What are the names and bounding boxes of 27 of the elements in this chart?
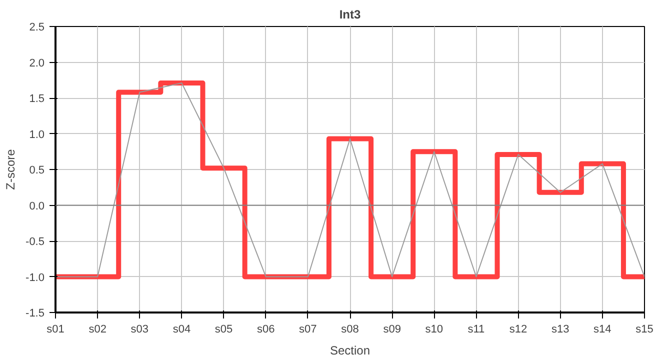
y-tick-label: 2.0 <box>29 57 45 70</box>
x-tick-label: s10 <box>425 324 444 336</box>
x-axis-title: Section <box>330 344 370 358</box>
y-tick-label: -0.5 <box>26 236 45 248</box>
x-tick-label: s04 <box>172 324 191 336</box>
x-tick-label: s01 <box>46 324 64 336</box>
x-tick-label: s13 <box>551 324 570 336</box>
x-tick-label: s05 <box>214 324 233 336</box>
x-tick-label: s15 <box>636 324 654 336</box>
x-tick-label: s12 <box>509 324 528 336</box>
x-tick-label: s11 <box>468 324 485 336</box>
y-tick-label: -1.0 <box>26 272 45 284</box>
x-tick-label: s08 <box>341 324 359 336</box>
x-tick-label: s14 <box>594 324 612 336</box>
y-axis-title: Z-score <box>4 148 18 190</box>
x-tick-label: s07 <box>299 324 317 336</box>
x-tick-label: s03 <box>130 324 149 336</box>
y-tick-label: 1.0 <box>29 128 45 141</box>
chart-title: Int3 <box>339 8 361 22</box>
y-tick-label: -1.5 <box>26 308 45 320</box>
y-tick-label: 0.0 <box>29 200 45 212</box>
x-tick-label: s06 <box>256 324 275 336</box>
y-tick-label: 0.5 <box>29 164 45 176</box>
y-tick-label: 1.5 <box>29 93 45 105</box>
x-tick-label: s02 <box>88 324 106 336</box>
y-tick-label: 2.5 <box>29 22 45 34</box>
x-tick-label: s09 <box>383 324 401 336</box>
